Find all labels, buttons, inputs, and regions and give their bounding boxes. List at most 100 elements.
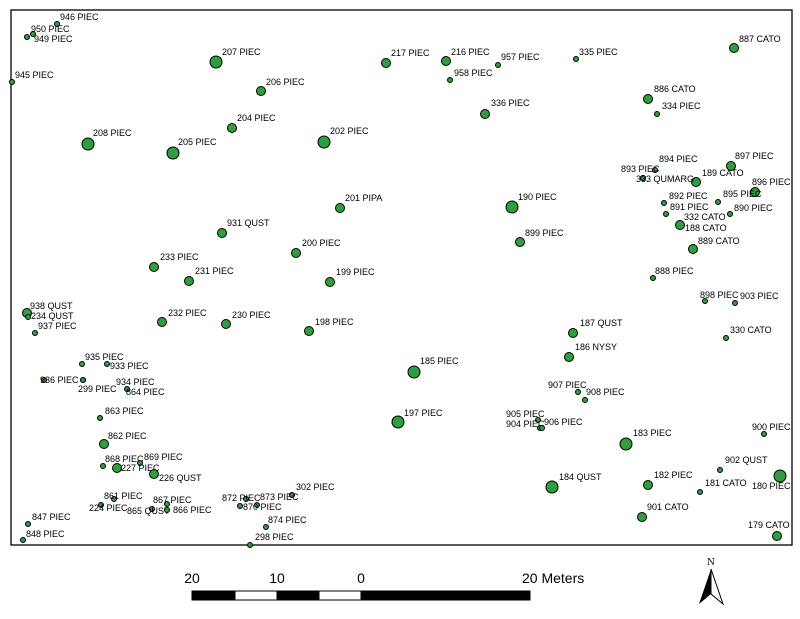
tree-marker	[750, 187, 760, 197]
tree-marker	[291, 248, 301, 258]
tree-label: 897 PIEC	[735, 151, 774, 161]
tree-label: 931 QUST	[227, 218, 270, 228]
tree-marker	[729, 43, 739, 53]
tree-label: 896 PIEC	[752, 177, 791, 187]
tree-marker	[640, 175, 646, 181]
tree-label: 190 PIEC	[518, 192, 557, 202]
tree-point: 861 PIEC	[104, 491, 143, 502]
tree-marker	[149, 469, 159, 479]
tree-marker	[447, 77, 453, 83]
tree-marker	[25, 521, 31, 527]
tree-point: 895 PIEC	[715, 189, 762, 205]
tree-marker	[227, 123, 237, 133]
tree-label: 183 PIEC	[633, 428, 672, 438]
tree-marker	[263, 524, 269, 530]
tree-marker	[573, 56, 579, 62]
tree-label: 181 CATO	[705, 478, 747, 488]
tree-marker	[289, 492, 295, 498]
tree-point: 906 PIEC	[539, 417, 583, 431]
tree-label: 200 PIEC	[302, 238, 341, 248]
tree-label: 862 PIEC	[108, 431, 147, 441]
tree-point: 902 QUST	[717, 455, 768, 473]
tree-marker	[99, 439, 109, 449]
tree-marker	[325, 277, 335, 287]
tree-point: 217 PIEC	[381, 48, 430, 68]
tree-point: 206 PIEC	[256, 77, 305, 96]
tree-marker	[124, 386, 130, 392]
tree-point: 868 PIEC	[100, 454, 144, 469]
tree-label: 958 PIEC	[454, 68, 493, 78]
tree-point: 231 PIEC	[184, 266, 234, 286]
tree-point: 302 PIEC	[289, 482, 335, 498]
tree-label: 935 PIEC	[85, 352, 124, 362]
tree-marker	[30, 31, 36, 37]
tree-marker	[661, 200, 667, 206]
tree-marker	[221, 319, 231, 329]
tree-point: 179 CATO	[748, 520, 790, 541]
tree-label: 873 PIEC	[260, 492, 299, 502]
tree-point: 864 PIEC	[124, 386, 165, 397]
tree-point: 334 PIEC	[654, 101, 701, 117]
tree-point: 299 PIEC	[78, 377, 117, 394]
tree-point: 184 QUST	[545, 472, 602, 494]
tree-label: 937 PIEC	[38, 321, 77, 331]
tree-point: 891 PIEC	[663, 202, 709, 217]
tree-marker	[209, 55, 223, 69]
tree-label: 336 PIEC	[491, 98, 530, 108]
tree-marker	[100, 463, 106, 469]
tree-label: 299 PIEC	[78, 384, 117, 394]
tree-marker	[243, 496, 249, 502]
tree-point: 187 QUST	[568, 318, 623, 338]
scale-segment	[276, 590, 320, 601]
tree-label: 186 NYSY	[575, 342, 617, 352]
tree-marker	[643, 480, 653, 490]
tree-marker	[495, 62, 501, 68]
tree-point: 890 PIEC	[727, 203, 773, 217]
tree-point: 946 PIEC	[54, 12, 99, 27]
tree-label: 199 PIEC	[336, 267, 375, 277]
tree-point: 872 PIEC	[222, 493, 261, 503]
tree-marker	[247, 542, 253, 548]
tree-point: 949 PIEC	[24, 34, 73, 44]
tree-label: 179 CATO	[748, 520, 790, 530]
tree-point: 937 PIEC	[32, 321, 77, 336]
tree-label: 895 PIEC	[723, 189, 762, 199]
tree-point: 862 PIEC	[99, 431, 147, 449]
tree-point: 208 PIEC	[81, 128, 132, 151]
tree-point: 216 PIEC	[441, 47, 490, 66]
tree-label: 901 CATO	[647, 502, 689, 512]
tree-label: 867 PIEC	[153, 495, 192, 505]
tree-point: 186 NYSY	[564, 342, 617, 362]
tree-marker	[545, 480, 559, 494]
tree-point: 886 CATO	[643, 84, 696, 104]
tree-label: 870 PIEC	[243, 502, 282, 512]
tree-point: 298 PIEC	[247, 532, 294, 548]
tree-marker	[98, 502, 104, 508]
scale-tick-label: 20	[184, 570, 200, 586]
tree-label: 231 PIEC	[195, 266, 234, 276]
tree-label: 863 PIEC	[105, 406, 144, 416]
tree-label: 180 PIEC	[752, 481, 791, 491]
scale-segment	[191, 590, 236, 601]
tree-label: 865 QUST	[127, 506, 170, 516]
tree-marker	[9, 79, 15, 85]
tree-label: 906 PIEC	[544, 417, 583, 427]
tree-marker	[654, 111, 660, 117]
tree-point: 336 PIEC	[480, 98, 530, 119]
tree-marker	[41, 377, 47, 383]
tree-label: 908 PIEC	[586, 387, 625, 397]
tree-point: 897 PIEC	[726, 151, 774, 171]
tree-point: 950 PIEC	[30, 24, 70, 37]
tree-label: 889 CATO	[698, 236, 740, 246]
tree-point: 874 PIEC	[263, 515, 307, 530]
tree-marker	[407, 365, 421, 379]
tree-marker	[480, 109, 490, 119]
tree-marker	[535, 417, 541, 423]
tree-point: 888 PIEC	[650, 266, 694, 281]
tree-point: 887 CATO	[729, 34, 781, 53]
tree-marker	[575, 389, 581, 395]
tree-marker	[381, 58, 391, 68]
tree-marker	[564, 352, 574, 362]
tree-label: 861 PIEC	[104, 491, 143, 501]
tree-marker	[619, 437, 633, 451]
